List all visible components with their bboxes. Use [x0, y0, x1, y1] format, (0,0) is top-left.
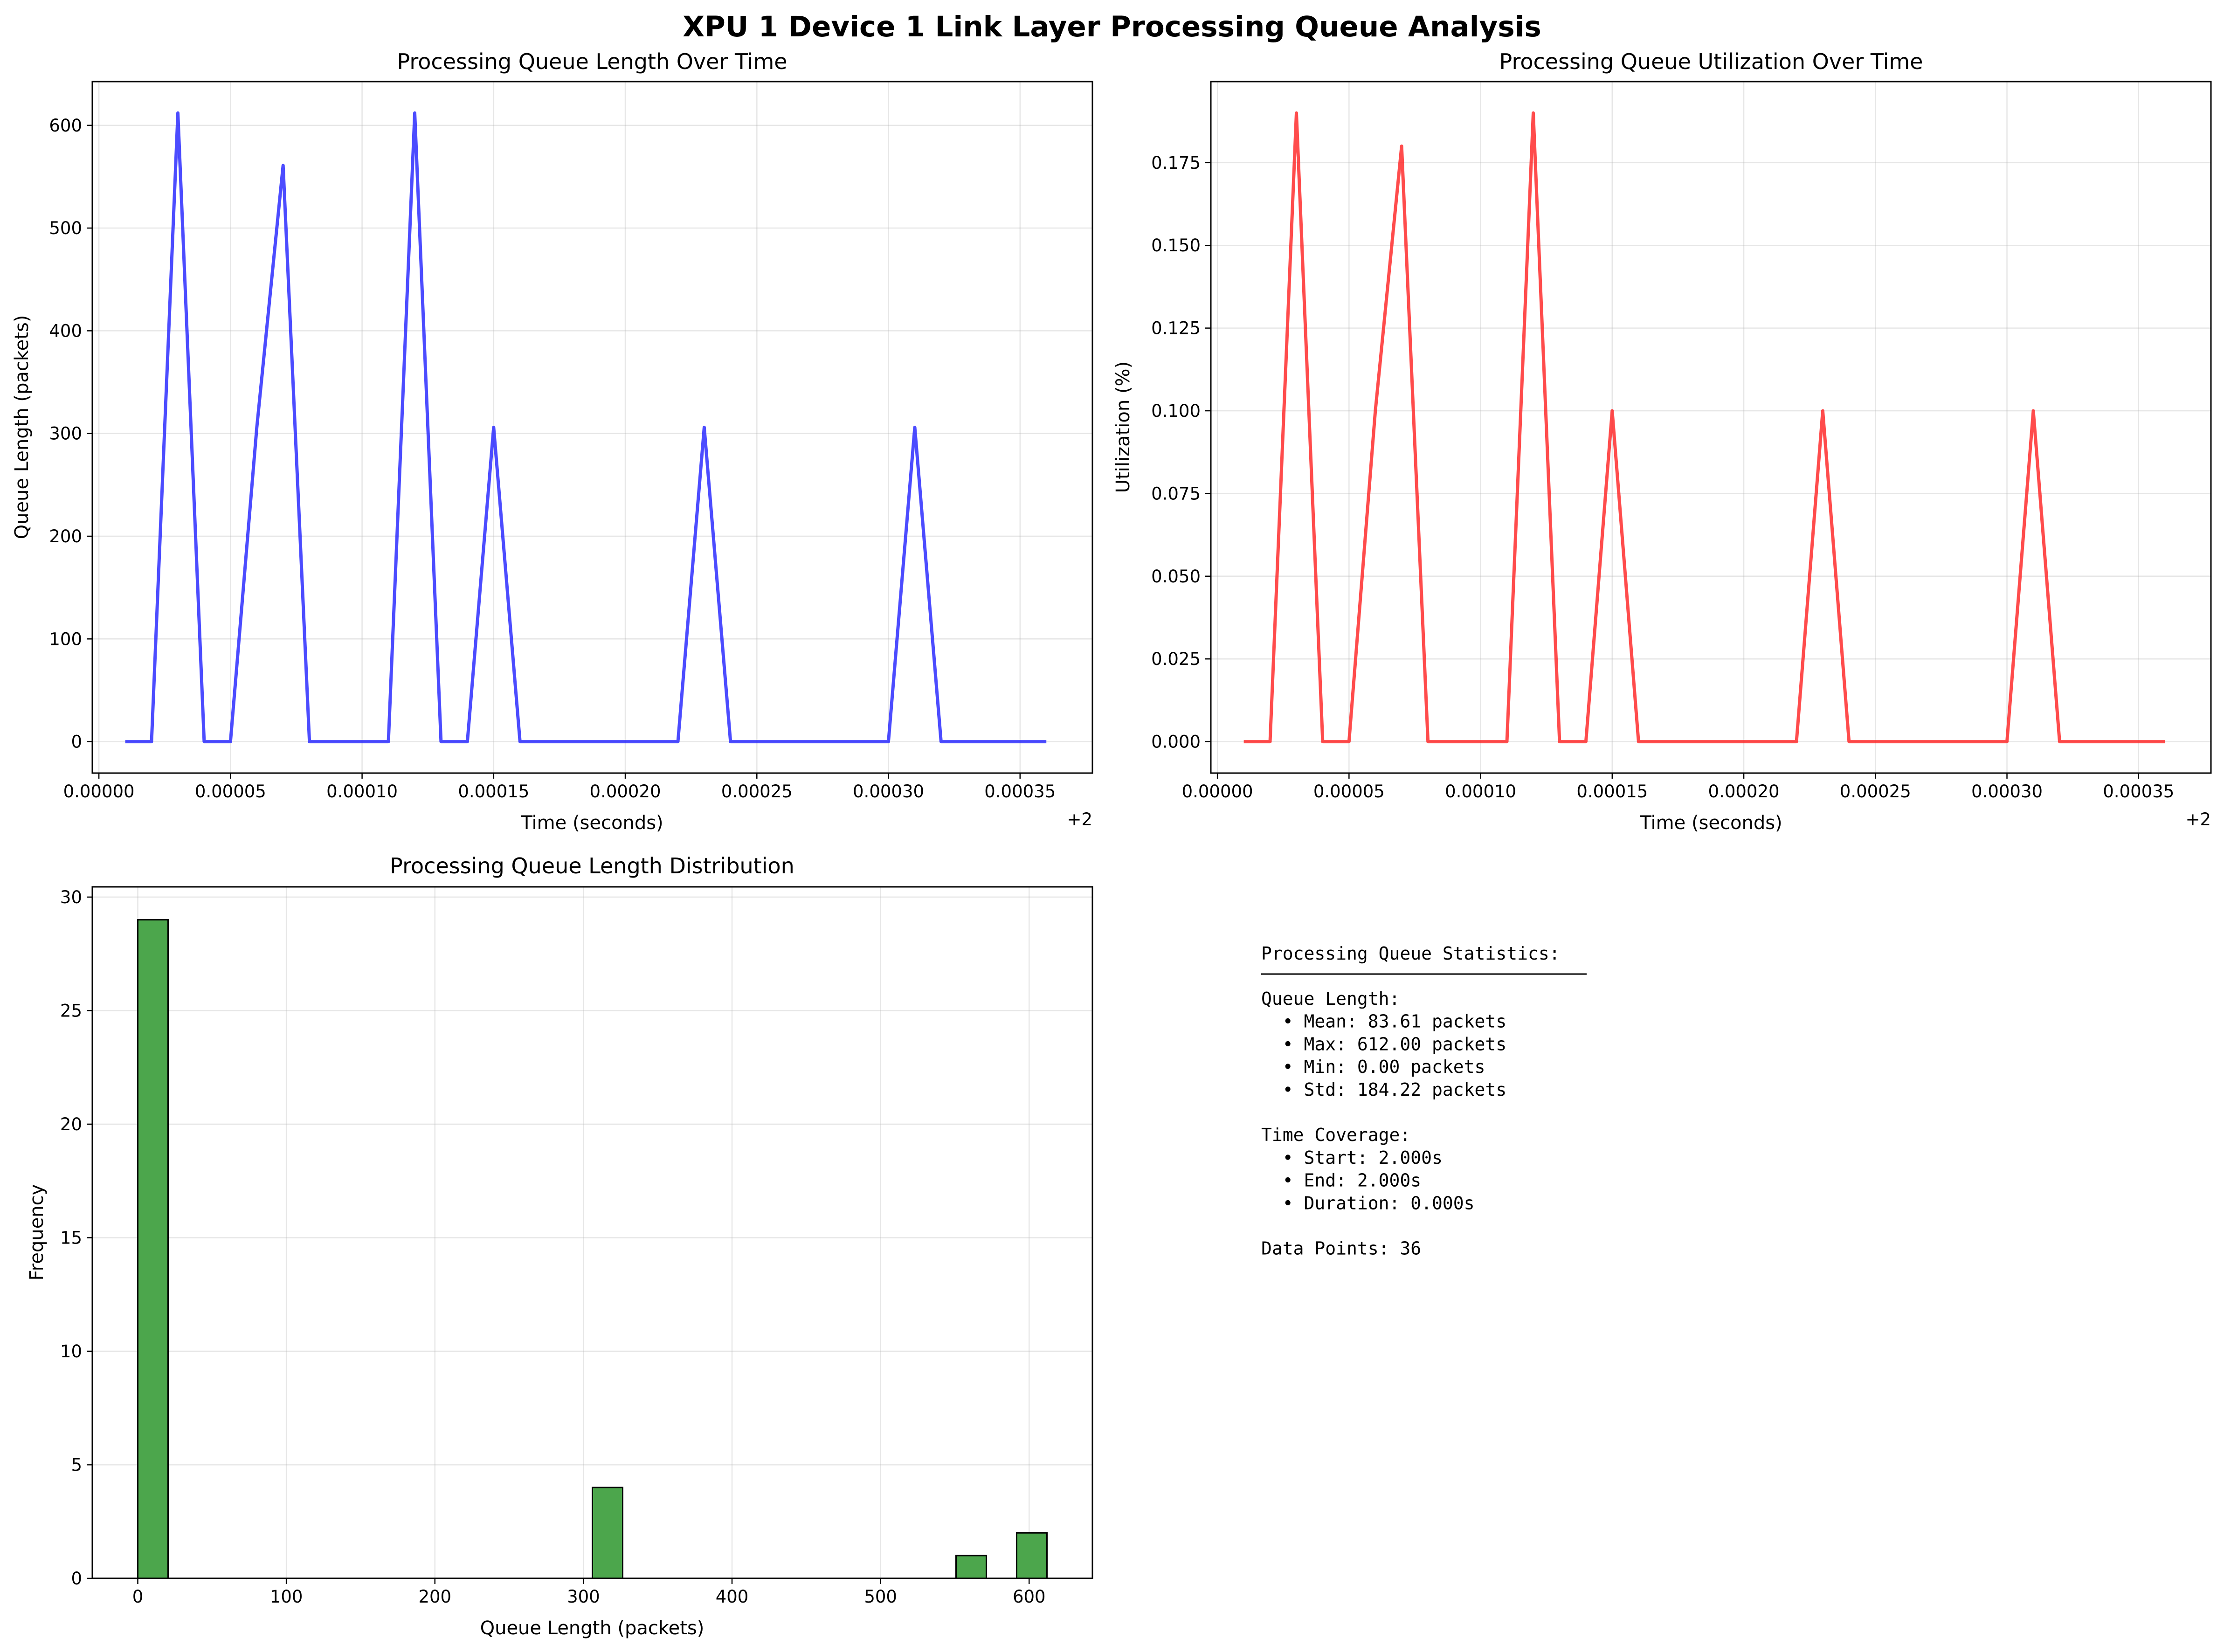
- histogram-bar: [137, 919, 169, 1579]
- chart-title: Processing Queue Length Over Time: [397, 49, 787, 74]
- x-tick-label: 200: [418, 1587, 451, 1607]
- plot-area: [1210, 81, 2212, 774]
- y-tick-label: 5: [71, 1455, 82, 1475]
- histogram-bar: [955, 1555, 987, 1579]
- x-axis-label: Queue Length (packets): [480, 1617, 704, 1639]
- x-tick-label: 0: [132, 1587, 144, 1607]
- plot-frame: [91, 886, 1093, 1579]
- stats-line: Data Points: 36: [1261, 1238, 1421, 1259]
- ticks: 0 100 200 300 400 500 600 0 5 10 15 20 25 30: [60, 887, 1046, 1607]
- stats-line: • Duration: 0.000s: [1261, 1193, 1475, 1213]
- stats-line: Queue Length:: [1261, 988, 1400, 1009]
- x-tick-label: 0.00025: [721, 781, 793, 802]
- x-axis-label: Time (seconds): [520, 812, 663, 834]
- stats-line: [1261, 1102, 1272, 1123]
- grid: [92, 82, 1092, 773]
- stats-line: • Mean: 83.61 packets: [1261, 1011, 1506, 1032]
- x-tick-label: 0.00030: [1971, 781, 2043, 802]
- stats-line: • Start: 2.000s: [1261, 1147, 1443, 1168]
- chart-title: Processing Queue Utilization Over Time: [1499, 49, 1923, 74]
- plot-area: [91, 81, 1093, 774]
- y-tick-label: 0.050: [1151, 567, 1201, 587]
- queue-length-chart: Processing Queue Length Over Time 0.0000…: [11, 49, 1093, 834]
- x-tick-label: 100: [270, 1587, 303, 1607]
- stats-line: • Std: 184.22 packets: [1261, 1079, 1506, 1100]
- y-tick-label: 300: [49, 424, 82, 444]
- y-tick-label: 25: [60, 1001, 82, 1021]
- x-tick-label: 0.00035: [2103, 781, 2174, 802]
- utilization-chart: Processing Queue Utilization Over Time 0…: [1112, 49, 2212, 834]
- chart-title: Processing Queue Length Distribution: [390, 853, 794, 878]
- y-tick-label: 0.000: [1151, 732, 1201, 752]
- figure-suptitle: XPU 1 Device 1 Link Layer Processing Que…: [683, 10, 1541, 43]
- x-axis-offset-label: +2: [2185, 809, 2211, 829]
- stats-line: • Max: 612.00 packets: [1261, 1034, 1506, 1054]
- x-tick-label: 0.00015: [1576, 781, 1648, 802]
- y-axis-label: Utilization (%): [1112, 361, 1134, 493]
- y-tick-label: 20: [60, 1114, 82, 1134]
- histogram-bar: [1016, 1532, 1048, 1579]
- y-tick-label: 0.100: [1151, 401, 1201, 421]
- x-tick-label: 0.00015: [458, 781, 529, 802]
- stats-body: Queue Length: • Mean: 83.61 packets • Ma…: [1261, 988, 1506, 1259]
- series: [137, 919, 1048, 1579]
- x-tick-label: 0.00030: [853, 781, 924, 802]
- x-tick-label: 0.00020: [1708, 781, 1780, 802]
- x-axis-offset-label: +2: [1067, 809, 1092, 829]
- x-tick-label: 400: [716, 1587, 749, 1607]
- x-tick-label: 0.00005: [195, 781, 266, 802]
- x-tick-label: 0.00010: [1445, 781, 1516, 802]
- stats-line: • Min: 0.00 packets: [1261, 1057, 1485, 1077]
- stats-line: [1261, 1216, 1272, 1236]
- x-tick-label: 0.00000: [1182, 781, 1253, 802]
- series: [1243, 111, 2165, 744]
- y-axis-label: Frequency: [26, 1184, 48, 1281]
- x-tick-label: 300: [567, 1587, 600, 1607]
- y-tick-label: 0.175: [1151, 153, 1201, 173]
- y-tick-label: 10: [60, 1341, 82, 1362]
- series-line: [125, 111, 1047, 744]
- plot-area: [91, 886, 1093, 1579]
- y-tick-label: 15: [60, 1228, 82, 1248]
- x-tick-label: 0.00035: [984, 781, 1056, 802]
- y-axis-label: Queue Length (packets): [11, 315, 33, 539]
- y-tick-label: 0.125: [1151, 318, 1201, 339]
- y-tick-label: 0: [71, 1569, 82, 1589]
- y-tick-label: 400: [49, 321, 82, 341]
- x-tick-label: 0.00020: [590, 781, 661, 802]
- stats-title: Processing Queue Statistics:: [1261, 943, 1560, 964]
- plot-frame: [1210, 81, 2212, 774]
- x-axis-label: Time (seconds): [1639, 812, 1782, 834]
- x-tick-label: 0.00000: [63, 781, 135, 802]
- y-tick-label: 0.075: [1151, 484, 1201, 504]
- y-tick-label: 30: [60, 887, 82, 907]
- plot-frame: [91, 81, 1093, 774]
- y-tick-label: 500: [49, 218, 82, 238]
- x-tick-label: 500: [864, 1587, 897, 1607]
- x-tick-label: 600: [1013, 1587, 1046, 1607]
- y-tick-label: 200: [49, 526, 82, 546]
- stats-line: Time Coverage:: [1261, 1125, 1410, 1145]
- y-tick-label: 0.025: [1151, 649, 1201, 669]
- y-tick-label: 0.150: [1151, 235, 1201, 256]
- x-tick-label: 0.00010: [326, 781, 398, 802]
- ticks: 0.00000 0.00005 0.00010 0.00015 0.00020 0.000…: [1151, 153, 2174, 802]
- series: [125, 111, 1047, 744]
- distribution-chart: Processing Queue Length Distribution 0 10…: [26, 853, 1093, 1639]
- series-line: [1243, 111, 2165, 744]
- stats-panel: Processing Queue Statistics: Queue Lengt…: [1261, 943, 1587, 1259]
- histogram-bar: [592, 1486, 623, 1579]
- stats-line: • End: 2.000s: [1261, 1170, 1421, 1191]
- y-tick-label: 100: [49, 629, 82, 649]
- x-tick-label: 0.00005: [1313, 781, 1385, 802]
- x-tick-label: 0.00025: [1840, 781, 1911, 802]
- y-tick-label: 600: [49, 116, 82, 136]
- y-tick-label: 0: [71, 732, 82, 752]
- ticks: 0.00000 0.00005 0.00010 0.00015 0.00020 0.000…: [49, 116, 1056, 802]
